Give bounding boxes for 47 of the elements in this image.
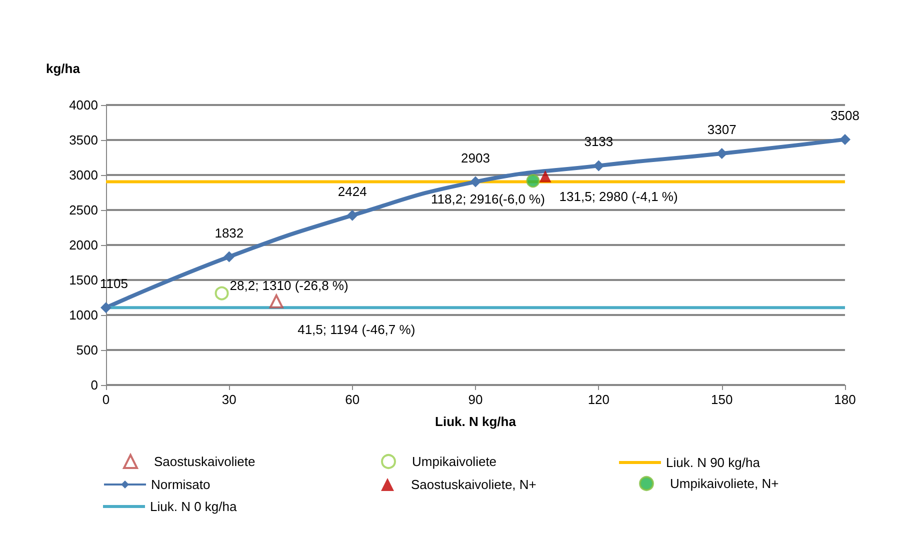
x-tick-label: 150 [710, 392, 733, 407]
x-tick-label: 60 [345, 392, 360, 407]
point [470, 176, 481, 188]
point [100, 302, 112, 314]
y-tick-label: 3500 [69, 132, 98, 148]
point [840, 134, 850, 145]
legend-label: Saostuskaivoliete [154, 454, 256, 469]
data-label: 1105 [100, 276, 128, 292]
x-tick-label: 30 [222, 392, 236, 407]
y-tick-label: 3000 [69, 168, 98, 182]
point [539, 170, 552, 182]
point [716, 148, 728, 160]
point [346, 210, 358, 221]
data-label: 3133 [584, 134, 614, 150]
point [269, 294, 284, 308]
data-label: 3508 [830, 108, 860, 123]
data-label: 1832 [214, 225, 244, 240]
annotation: 41,5; 1194 (-46,7 %) [298, 322, 416, 337]
y-tick-label: 2500 [69, 202, 98, 218]
legend-label: Umpikaivoliete, N+ [670, 476, 779, 491]
x-tick-label: 90 [468, 392, 483, 407]
y-tick-label: 1000 [69, 308, 98, 322]
data-label: 3307 [707, 122, 736, 138]
annotation: 28,2; 1310 (-26,8 %) [230, 278, 348, 293]
x-axis-title: Liuk. N kg/ha [435, 414, 517, 429]
x-tick-label: 120 [588, 392, 610, 407]
data-label: 2903 [461, 150, 490, 166]
y-axis-title: kg/ha [46, 61, 81, 76]
legend-label: Saostuskaivoliete, N+ [411, 477, 536, 492]
point [224, 251, 235, 262]
x-tick-label: 0 [102, 392, 110, 407]
point [214, 286, 229, 300]
point [526, 174, 540, 188]
legend-label: Liuk. N 0 kg/ha [150, 499, 238, 514]
annotation: 118,2; 2916(-6,0 %) [431, 191, 545, 206]
legend-label: Liuk. N 90 kg/ha [666, 455, 761, 470]
y-tick-label: 4000 [69, 98, 98, 112]
legend-label: Umpikaivoliete [412, 454, 497, 469]
legend-label: Normisato [151, 477, 210, 492]
y-tick-label: 1500 [69, 272, 98, 288]
y-tick-label: 500 [76, 342, 98, 358]
data-label: 2424 [338, 184, 367, 199]
y-tick-label: 0 [90, 378, 98, 392]
x-tick-label: 180 [834, 392, 856, 407]
point [593, 160, 604, 172]
y-tick-label: 2000 [69, 238, 98, 252]
annotation: 131,5; 2980 (-4,1 %) [559, 188, 678, 204]
